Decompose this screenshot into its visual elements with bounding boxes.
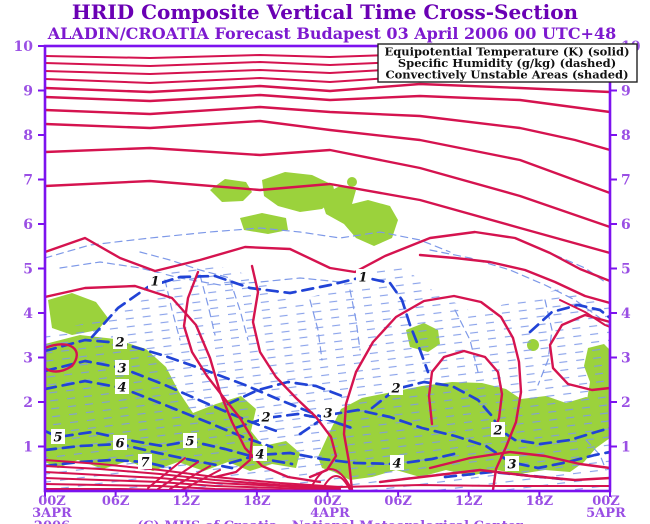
humidity-contour-label: 3 <box>323 407 332 422</box>
contour-label-box <box>113 334 127 349</box>
contour-label-box <box>115 360 129 375</box>
y-axis-label: 2 <box>621 395 631 411</box>
humidity-contour-label: 2 <box>390 382 400 397</box>
y-axis-label: 10 <box>14 39 34 55</box>
x-axis-time-label: 18Z <box>526 494 554 509</box>
end-date-label: 5APR <box>586 506 626 521</box>
y-axis-label: 4 <box>621 306 631 322</box>
y-axis-label: 9 <box>621 84 631 100</box>
humidity-contour-label: 1 <box>358 271 367 286</box>
plot-frame <box>38 44 617 497</box>
x-axis-time-label: 06Z <box>384 494 412 509</box>
x-axis-time-label: 12Z <box>455 494 483 509</box>
contour-label-box <box>183 433 197 448</box>
chart-subtitle: ALADIN/CROATIA Forecast Budapest 03 Apri… <box>47 24 616 43</box>
y-axis-label: 5 <box>23 262 33 278</box>
legend-line-unstable: Convectively Unstable Areas (shaded) <box>385 68 628 82</box>
humidity-contour-label: 5 <box>185 435 194 450</box>
mid-date-label: 4APR <box>310 506 350 521</box>
contour-label-box <box>148 273 162 288</box>
contour-label-box <box>113 435 127 450</box>
contour-label-box <box>356 269 370 284</box>
x-axis-time-label: 18Z <box>243 494 271 509</box>
y-axis-label: 5 <box>621 262 631 278</box>
legend-line-temperature: Equipotential Temperature (K) (solid) <box>384 45 629 59</box>
y-axis-label: 3 <box>23 351 33 367</box>
humidity-contour-label: 1 <box>150 275 159 290</box>
humidity-contour-label: 4 <box>392 457 401 472</box>
chart-title: HRID Composite Vertical Time Cross-Secti… <box>72 0 579 24</box>
contour-label-box <box>505 456 519 471</box>
legend-box: Equipotential Temperature (K) (solid) Sp… <box>377 43 638 83</box>
humidity-contour-label: 3 <box>117 362 126 377</box>
contour-label-box <box>253 446 267 461</box>
x-axis-time-label: 12Z <box>172 494 200 509</box>
contour-label-box <box>259 409 273 424</box>
humidity-contour-label: 3 <box>507 458 516 473</box>
contour-label-box <box>321 405 335 420</box>
humidity-contour-label: 5 <box>53 431 62 446</box>
x-axis-time-label: 00Z <box>592 494 620 509</box>
y-axis-label: 7 <box>621 173 631 189</box>
contour-label-box <box>138 454 152 469</box>
humidity-contour-label: 2 <box>492 424 502 439</box>
y-axis-label: 8 <box>621 128 631 144</box>
x-axis-time-labels: 00Z 06Z 12Z 18Z 00Z 06Z 12Z 18Z 00Z <box>38 494 620 509</box>
humidity-thin-curves <box>45 227 607 471</box>
humidity-contour-label: 6 <box>115 437 124 452</box>
y-axis-label: 3 <box>621 351 631 367</box>
y-axis-label: 6 <box>621 217 631 233</box>
humidity-contour-label: 4 <box>117 381 126 396</box>
y-axis-label: 9 <box>23 84 33 100</box>
humidity-contour-label: 7 <box>140 456 149 471</box>
humidity-contour-label: 4 <box>255 448 264 463</box>
humidity-thin-texture <box>45 264 610 490</box>
plot-area: 1 1 2 2 2 2 3 3 3 4 4 4 5 5 6 7 <box>45 51 610 491</box>
x-axis-time-label: 00Z <box>314 494 342 509</box>
start-date-label: 3APR <box>32 506 72 521</box>
contour-label-box <box>390 455 404 470</box>
footer: 3APR 4APR 5APR 2006 (C) MHS of Croatia -… <box>32 506 626 524</box>
contour-label-box <box>115 379 129 394</box>
y-axis-label: 4 <box>23 306 33 322</box>
legend-line-humidity: Specific Humidity (g/kg) (dashed) <box>398 56 616 70</box>
humidity-contour-label: 2 <box>114 336 124 351</box>
y-axis-label: 7 <box>23 173 33 189</box>
y-axis-label: 6 <box>23 217 33 233</box>
start-year-label: 2006 <box>34 519 70 524</box>
humidity-contour-label: 2 <box>260 411 270 426</box>
y-axis-label: 2 <box>23 395 33 411</box>
x-axis-time-label: 00Z <box>38 494 66 509</box>
humidity-contour-labels: 1 1 2 2 2 2 3 3 3 4 4 4 5 5 6 7 <box>51 269 519 473</box>
contour-label-box <box>491 422 505 437</box>
contour-label-box <box>51 429 65 444</box>
contour-label-box <box>389 380 403 395</box>
y-axis-label: 1 <box>23 440 33 456</box>
y-axis-label: 1 <box>621 440 631 456</box>
x-axis-time-label: 06Z <box>102 494 130 509</box>
y-axis-label: 8 <box>23 128 33 144</box>
y-axis-labels-left: 10 9 8 7 6 5 4 3 2 1 <box>14 39 34 456</box>
copyright-label: (C) MHS of Croatia - National Meteorolog… <box>137 519 523 524</box>
